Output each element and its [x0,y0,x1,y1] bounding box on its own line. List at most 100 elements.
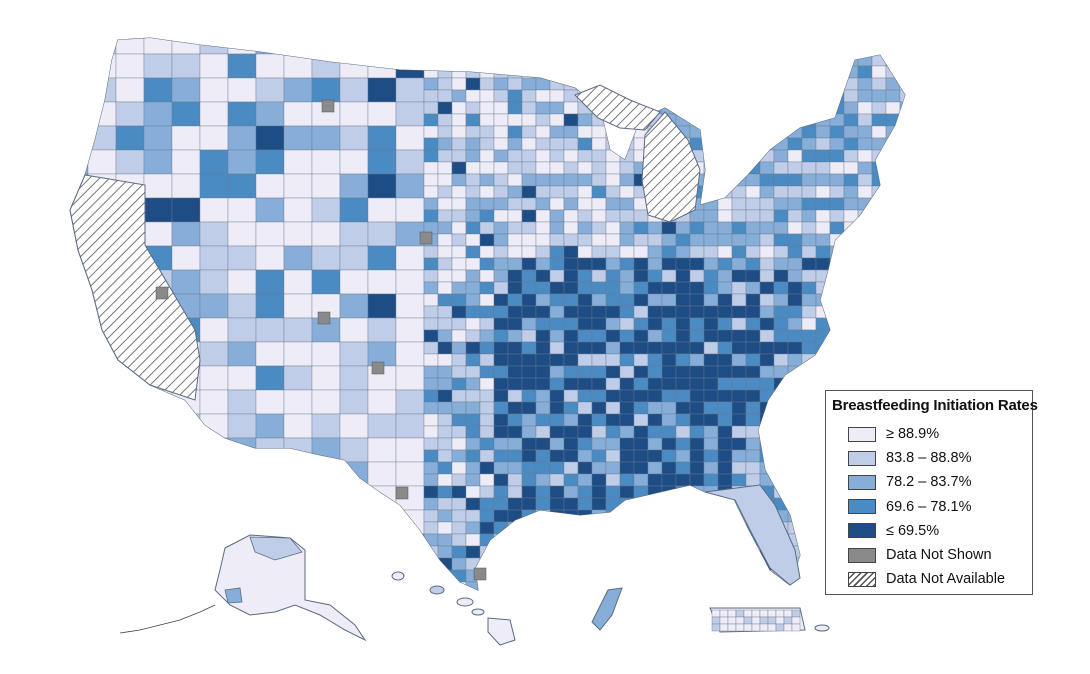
county-cell [787,509,803,523]
county-cell [563,38,579,43]
legend-item: 78.2 – 83.7% [848,470,1032,494]
county-cell [717,197,733,211]
county-cell [423,53,439,67]
county-cell [424,594,438,606]
county-cell [843,269,859,283]
county-cell [577,305,593,319]
county-cell [493,173,509,187]
county-cell [507,485,523,499]
county-cell [479,413,495,427]
county-cell [70,38,89,55]
hawaii [391,571,516,646]
county-cell [115,53,145,79]
county-cell [227,509,257,535]
county-cell [465,269,481,283]
legend-label: 78.2 – 83.7% [886,474,972,491]
county-cell [759,233,775,247]
pr-municipio [783,623,793,632]
county-cell [171,149,201,175]
county-cell [521,197,537,211]
county-cell [605,425,621,439]
county-cell [620,594,634,606]
pr-municipio [791,616,801,625]
county-cell [283,38,313,55]
county-cell [885,38,901,43]
county-cell [717,425,733,439]
county-cell [885,101,901,115]
county-cell [689,38,705,43]
county-cell [550,594,564,606]
county-cell [339,221,369,247]
county-cell [689,485,705,499]
county-cell [619,377,635,391]
county-cell [689,65,705,79]
county-cell [493,545,509,559]
county-cell [367,509,397,535]
county-cell [521,161,537,175]
county-cell [521,413,537,427]
county-cell [857,101,873,115]
county-cell [507,41,523,55]
county-cell [661,41,677,55]
county-cell [619,569,635,583]
county-cell [437,269,453,283]
county-cell [815,365,831,379]
county-cell [717,281,733,295]
county-cell [577,38,593,43]
county-cell [731,569,747,583]
county-cell [675,389,691,403]
county-cell [87,77,117,103]
county-cell [437,173,453,187]
legend-title: Breastfeeding Initiation Rates [832,397,1038,414]
county-cell [143,509,173,535]
county-cell [801,77,817,91]
county-cell [549,557,565,571]
county-cell [759,293,775,307]
county-cell [829,377,845,391]
county-cell [143,461,173,487]
county-cell [731,581,747,590]
county-cell [521,461,537,475]
county-cell [872,594,886,606]
county-cell [507,425,523,439]
legend-swatch [848,426,876,442]
county-cell [479,305,495,319]
county-cell [857,293,873,307]
county-cell [549,461,565,475]
county-cell [451,269,467,283]
county-cell [563,401,579,415]
county-cell [843,125,859,139]
county-cell [171,77,201,103]
county-cell [801,557,817,571]
county-cell [843,77,859,91]
county-cell [633,377,649,391]
hawaii-big-island [487,617,516,646]
county-cell [577,317,593,331]
county-cell [563,293,579,307]
county-cell [675,269,691,283]
county-cell [563,161,579,175]
county-cell [311,365,341,391]
pr-municipio [727,609,737,618]
county-cell [801,437,817,451]
county-cell [563,101,579,115]
county-cell [339,581,369,590]
county-cell [143,533,173,559]
county-cell [493,38,509,43]
county-cell [815,89,831,103]
county-cell [493,161,509,175]
county-cell [661,293,677,307]
county-cell [717,329,733,343]
county-data-not-shown [395,486,409,500]
county-cell [731,305,747,319]
county-cell [563,341,579,355]
county-cell [591,161,607,175]
county-cell [745,101,761,115]
county-cell [507,305,523,319]
county-cell [801,221,817,235]
county-cell [535,569,551,583]
county-cell [493,329,509,343]
county-cell [507,545,523,559]
pr-municipio [719,623,729,632]
county-cell [745,269,761,283]
